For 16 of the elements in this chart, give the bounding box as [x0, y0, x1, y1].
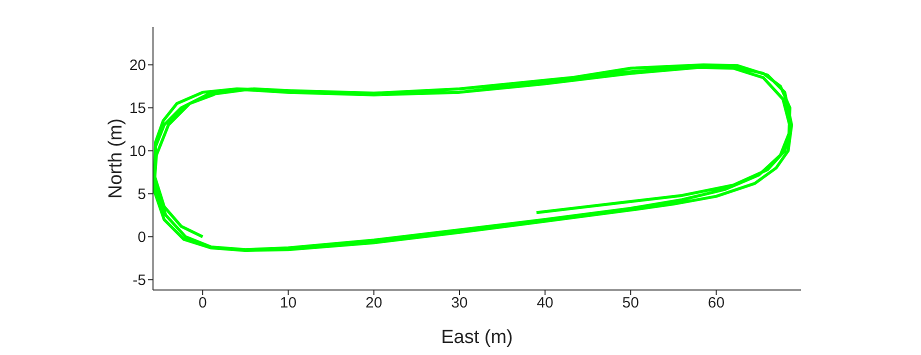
- y-tick-label: 0: [138, 229, 146, 246]
- x-tick-label: 0: [198, 294, 207, 312]
- x-tick-label: 60: [708, 294, 725, 312]
- y-tick-label: -5: [132, 272, 146, 290]
- x-tick-label: 50: [622, 294, 639, 312]
- y-tick-label: 5: [138, 186, 146, 204]
- x-tick-label: 20: [366, 294, 382, 312]
- line-series: [153, 63, 794, 252]
- x-axis-title: East (m): [441, 327, 513, 348]
- x-tick-label: 40: [536, 294, 554, 312]
- y-tick-label: 20: [129, 57, 146, 74]
- y-tick-label: 15: [129, 100, 146, 118]
- x-tick-label: 10: [280, 294, 297, 312]
- x-tick-label: 30: [451, 294, 468, 312]
- y-axis-title: North (m): [106, 118, 127, 199]
- y-tick-label: 10: [129, 143, 146, 160]
